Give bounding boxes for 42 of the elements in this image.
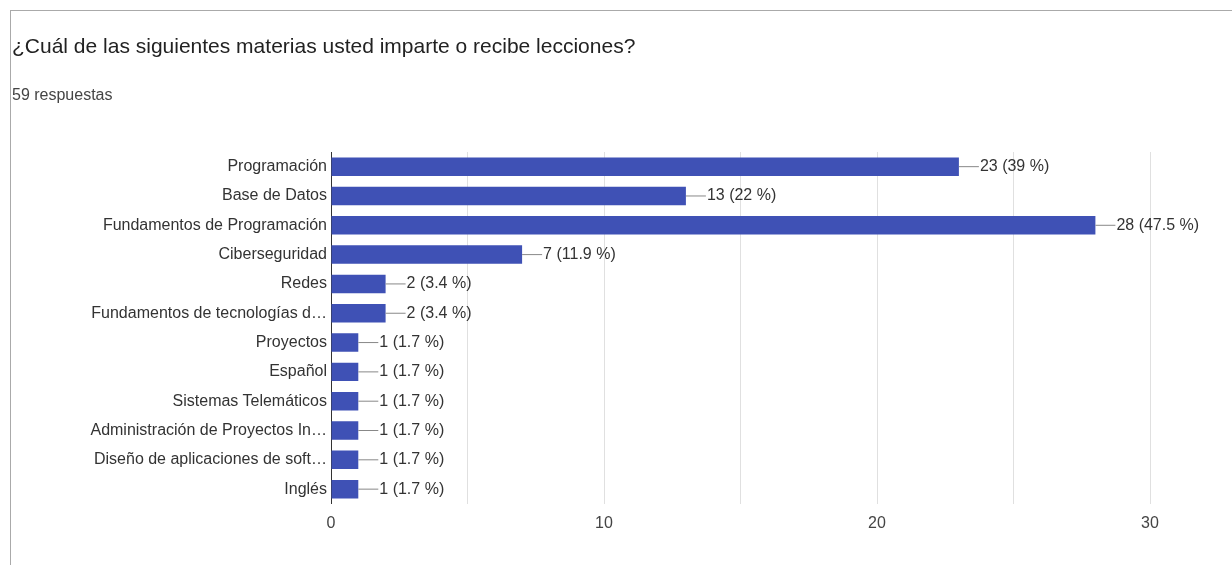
bar xyxy=(331,421,359,440)
bar xyxy=(331,216,1096,235)
bar xyxy=(331,391,359,411)
data-label: 13 (22 %) xyxy=(706,186,777,204)
bar xyxy=(331,274,386,294)
chart-title: ¿Cuál de las siguientes materias usted imparte o recibe lecciones? xyxy=(12,34,636,58)
y-tick-label: Sistemas Telemáticos xyxy=(172,391,327,409)
data-label: 23 (39 %) xyxy=(979,157,1050,175)
y-tick-label: Redes xyxy=(280,274,327,292)
bar xyxy=(331,245,523,264)
x-tick-label: 10 xyxy=(595,513,613,531)
bar xyxy=(331,479,359,499)
bar xyxy=(331,157,959,176)
y-tick-label: Proyectos xyxy=(255,332,327,350)
data-label: 1 (1.7 %) xyxy=(379,332,445,350)
y-tick-label: Español xyxy=(269,362,327,380)
bar xyxy=(331,362,359,382)
y-tick-label: Diseño de aplicaciones de soft… xyxy=(93,450,327,468)
data-label: 1 (1.7 %) xyxy=(379,391,445,409)
data-label: 1 (1.7 %) xyxy=(379,362,445,380)
data-label: 1 (1.7 %) xyxy=(379,479,445,497)
text: 59 respuestas xyxy=(12,86,113,104)
bar xyxy=(331,304,386,323)
data-label: 2 (3.4 %) xyxy=(406,303,472,321)
y-tick-label: Fundamentos de Programación xyxy=(102,215,327,233)
y-tick-label: Programación xyxy=(227,157,327,175)
y-tick-label: Inglés xyxy=(284,479,327,497)
data-label: 1 (1.7 %) xyxy=(379,420,445,438)
y-tick-label: Base de Datos xyxy=(222,186,327,204)
x-tick-label: 20 xyxy=(868,513,886,531)
y-tick-label: Administración de Proyectos In… xyxy=(90,420,327,438)
data-label: 28 (47.5 %) xyxy=(1116,215,1200,233)
bar xyxy=(331,333,359,352)
x-tick-label: 0 xyxy=(326,513,336,531)
data-label: 2 (3.4 %) xyxy=(406,274,472,292)
y-tick-label: Ciberseguridad xyxy=(218,245,327,263)
bar xyxy=(331,450,359,470)
x-tick-label: 30 xyxy=(1141,513,1159,531)
data-label: 7 (11.9 %) xyxy=(543,245,616,263)
y-tick-label: Fundamentos de tecnologías d… xyxy=(91,303,327,321)
bar xyxy=(331,186,686,206)
data-label: 1 (1.7 %) xyxy=(379,450,445,468)
